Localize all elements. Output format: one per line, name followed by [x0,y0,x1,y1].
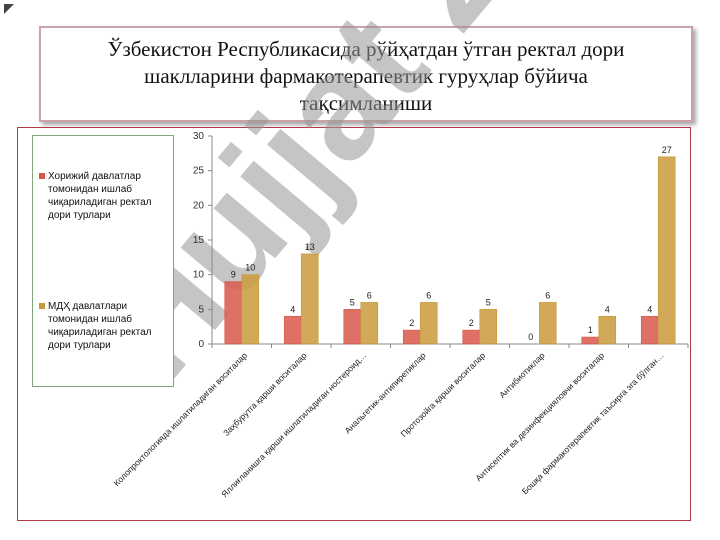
bar-series-2 [657,156,676,345]
data-label: 6 [367,290,372,300]
data-label: 6 [545,290,550,300]
data-label: 5 [486,297,491,307]
data-label: 1 [588,325,593,335]
bar-series-1 [224,281,243,345]
legend-swatch-series-1 [39,173,45,179]
x-tick-label: Антибиотиклар [497,350,547,400]
y-tick-label: 15 [193,235,205,246]
bar-series-2 [598,315,617,345]
y-tick-label: 20 [193,200,205,211]
bar-series-1 [402,329,421,345]
y-tick-label: 30 [193,131,205,142]
legend-label-series-1: Хорижий давлатлар томонидан ишлаб чиқари… [48,171,152,221]
data-label: 27 [662,145,672,155]
data-label: 4 [647,304,652,314]
data-label: 6 [426,290,431,300]
bar-series-1 [462,329,481,345]
chart-legend: Хорижий давлатлар томонидан ишлаб чиқари… [32,135,174,387]
bar-series-2 [241,274,260,345]
data-label: 2 [409,318,414,328]
bar-series-2 [419,302,438,345]
bar-series-1 [343,309,362,345]
data-label: 4 [605,304,610,314]
x-tick-label: Бошқа фармакотерапевтик таъсирга эга бўл… [520,350,666,496]
y-tick-label: 25 [193,166,205,177]
bar-series-1 [283,315,302,345]
y-tick-label: 0 [198,339,204,350]
corner-marker-icon [4,4,14,14]
data-label: 13 [305,242,315,252]
title-box: Ўзбекистон Республикасида рўйҳатдан ўтга… [39,26,693,122]
y-tick-label: 5 [198,304,204,315]
data-label: 0 [528,332,533,342]
bar-series-2 [538,302,557,345]
bar-series-2 [479,309,498,345]
legend-label-series-2: МДҲ давлатлари томонидан ишлаб чиқарилад… [48,301,152,351]
bar-series-1 [581,336,600,345]
bar-series-2 [360,302,379,345]
data-label: 2 [469,318,474,328]
x-tick-label: Антисептик ва дезинфекцияловчи воситалар [473,350,606,483]
bar-series-2 [300,253,319,345]
data-label: 10 [245,263,255,273]
data-label: 4 [290,304,295,314]
y-tick-label: 10 [193,270,205,281]
page-title: Ўзбекистон Республикасида рўйҳатдан ўтга… [107,37,625,115]
legend-swatch-series-2 [39,303,45,309]
data-label: 9 [231,270,236,280]
data-label: 5 [350,297,355,307]
bar-series-1 [640,315,659,345]
